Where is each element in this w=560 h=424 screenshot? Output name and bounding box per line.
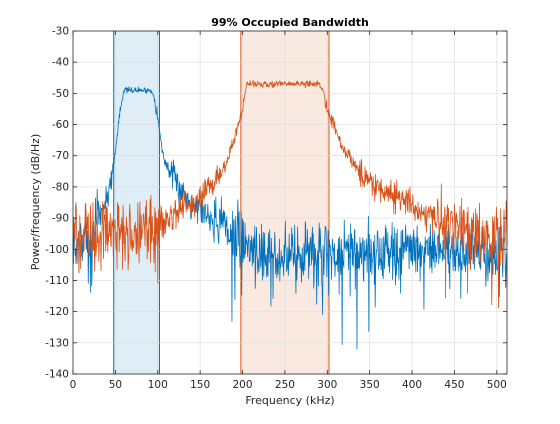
y-tick-label: -140 [45,369,69,381]
x-tick-label: 200 [233,379,253,391]
x-tick-label: 400 [402,379,422,391]
y-tick-label: -130 [45,337,69,349]
y-tick-label: -100 [45,244,69,256]
x-axis-label: Frequency (kHz) [245,394,334,407]
axes-box [72,30,508,375]
plot-area [73,31,507,374]
x-tick-label: 300 [317,379,337,391]
x-tick-label: 450 [444,379,464,391]
y-tick-label: -50 [52,88,69,100]
chart-title: 99% Occupied Bandwidth [211,16,369,29]
y-tick-label: -60 [52,119,69,131]
x-tick-label: 350 [360,379,380,391]
x-tick-label: 150 [190,379,210,391]
x-tick-label: 500 [487,379,507,391]
series-line-2 [72,79,508,309]
y-tick-label: -110 [45,275,69,287]
y-axis-label: Power/frequency (dB/Hz) [29,134,42,271]
series-line-1 [72,86,508,350]
x-tick-label: 0 [70,379,77,391]
x-tick-label: 50 [109,379,122,391]
y-tick-label: -30 [52,26,69,38]
y-tick-label: -40 [52,57,69,69]
y-tick-label: -80 [52,181,69,193]
occupied-band-1 [113,31,160,374]
x-tick-label: 250 [275,379,295,391]
x-tick-label: 100 [148,379,168,391]
y-tick-label: -90 [52,213,69,225]
y-tick-label: -120 [45,306,69,318]
y-tick-label: -70 [52,150,69,162]
